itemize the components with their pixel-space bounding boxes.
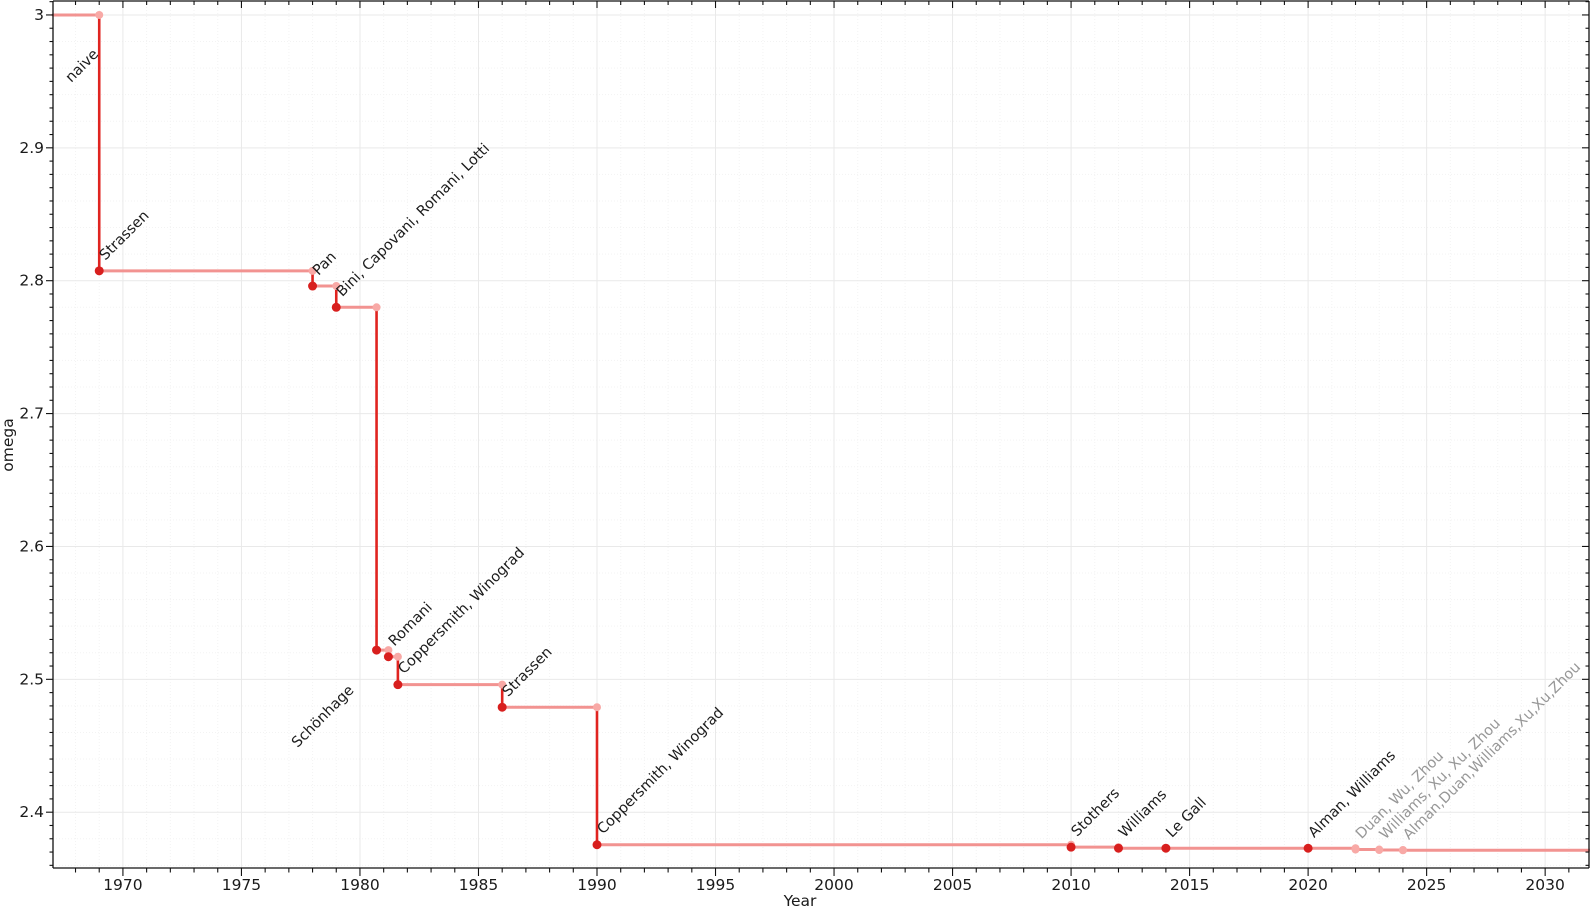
data-point-light xyxy=(1375,845,1384,854)
event-label: Alman,Duan,Williams,Xu,Xu,Zhou xyxy=(1400,659,1584,843)
x-tick-label: 1970 xyxy=(103,876,142,894)
x-tick-label: 1975 xyxy=(222,876,261,894)
y-tick-label: 2.8 xyxy=(19,272,44,290)
y-tick-label: 2.7 xyxy=(19,405,44,423)
event-label: Bini, Capovani, Romani, Lotti xyxy=(334,141,493,300)
data-point-dark xyxy=(592,840,602,850)
data-point-dark xyxy=(1066,842,1076,852)
x-tick-label: 2005 xyxy=(933,876,972,894)
x-tick-label: 2010 xyxy=(1051,876,1090,894)
data-point-light xyxy=(332,282,341,291)
data-point-dark xyxy=(372,645,382,655)
y-tick-label: 2.5 xyxy=(19,670,44,688)
event-label: Le Gall xyxy=(1163,795,1209,841)
x-tick-label: 2015 xyxy=(1170,876,1209,894)
data-point-light xyxy=(498,680,507,689)
event-label: Williams xyxy=(1116,787,1170,841)
data-point-dark xyxy=(383,652,393,662)
data-point-dark xyxy=(497,702,507,712)
data-point-light xyxy=(384,646,393,655)
y-tick-label: 3 xyxy=(34,6,44,24)
data-point-light xyxy=(95,10,104,19)
data-points xyxy=(94,10,1407,855)
data-point-light xyxy=(1351,845,1360,854)
data-point-dark xyxy=(1161,843,1171,853)
data-point-light xyxy=(372,303,381,312)
step-line xyxy=(51,13,1590,852)
x-tick-label: 2025 xyxy=(1407,876,1446,894)
grid-layer xyxy=(53,1,1589,868)
data-point-light xyxy=(593,703,601,712)
event-label: Stothers xyxy=(1069,785,1124,840)
event-label: Williams, Xu, Xu, Zhou xyxy=(1377,716,1504,843)
data-point-dark xyxy=(1113,843,1123,853)
data-point-dark xyxy=(393,680,403,690)
data-point-dark xyxy=(331,302,341,312)
data-point-light xyxy=(1398,846,1407,855)
y-tick-label: 2.4 xyxy=(19,803,44,821)
data-point-dark xyxy=(308,281,318,291)
x-tick-label: 2000 xyxy=(814,876,853,894)
x-tick-label: 2020 xyxy=(1288,876,1327,894)
x-tick-label: 1980 xyxy=(340,876,379,894)
event-label: Coppersmith, Winograd xyxy=(595,705,728,838)
event-label: naive xyxy=(63,46,102,85)
data-point-dark xyxy=(94,266,104,276)
data-point-light xyxy=(308,266,317,275)
x-tick-label: 1985 xyxy=(459,876,498,894)
y-tick-label: 2.9 xyxy=(19,139,44,157)
x-tick-label: 1990 xyxy=(577,876,616,894)
x-tick-label: 2030 xyxy=(1525,876,1564,894)
event-label: Schönhage xyxy=(289,683,357,751)
y-axis-title: omega xyxy=(0,418,17,471)
x-axis-title: Year xyxy=(783,892,817,910)
data-point-dark xyxy=(1303,843,1313,853)
x-tick-label: 1995 xyxy=(696,876,735,894)
y-tick-label: 2.6 xyxy=(19,537,44,555)
data-point-light xyxy=(393,652,402,661)
event-label: Strassen xyxy=(97,208,153,264)
event-label: Pan xyxy=(310,249,340,279)
